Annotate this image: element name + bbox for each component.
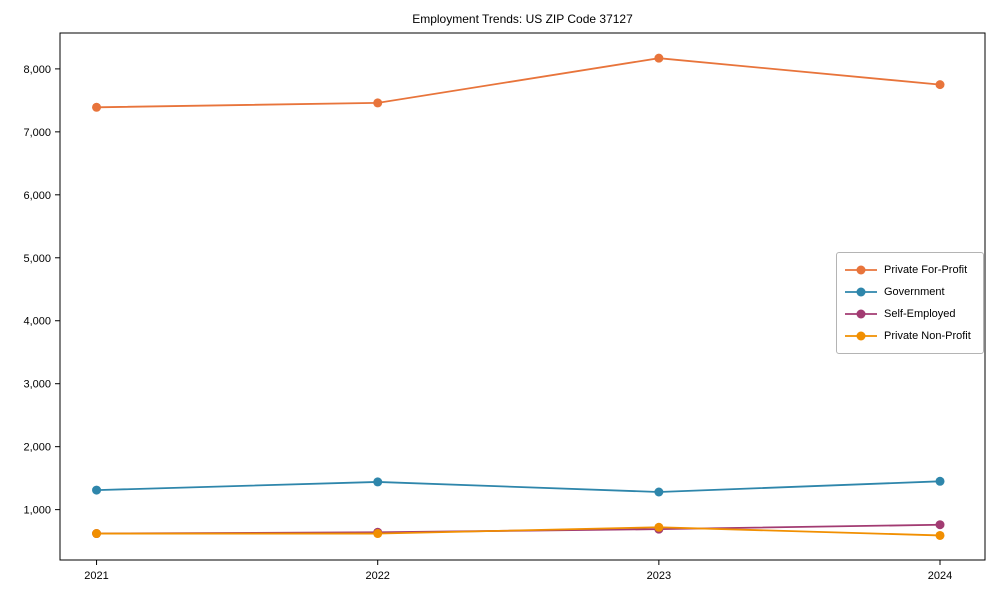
x-axis-tick-label: 2021 — [84, 570, 108, 582]
data-point-marker — [654, 487, 664, 497]
legend-item-self-employed: Self-Employed — [845, 303, 975, 325]
y-axis-tick-label: 7,000 — [23, 127, 51, 139]
data-point-marker — [373, 98, 383, 108]
y-axis-tick-label: 2,000 — [23, 442, 51, 454]
data-point-marker — [92, 485, 102, 495]
x-axis-tick-label: 2023 — [647, 570, 671, 582]
data-point-marker — [654, 53, 664, 63]
series-line-government — [96, 480, 941, 493]
legend-label: Private For-Profit — [884, 264, 968, 276]
legend-marker-icon — [845, 331, 877, 341]
data-point-marker — [654, 522, 664, 532]
chart-title: Employment Trends: US ZIP Code 37127 — [412, 12, 633, 26]
y-axis-tick-label: 3,000 — [23, 379, 51, 391]
series-line-private-non-profit — [96, 526, 941, 537]
data-point-marker — [373, 477, 383, 487]
y-axis-tick-label: 1,000 — [23, 505, 51, 517]
data-point-marker — [935, 476, 945, 486]
legend-label: Private Non-Profit — [884, 330, 971, 342]
data-point-marker — [92, 529, 102, 539]
series-line-private-for-profit — [96, 57, 941, 109]
x-axis-tick-label: 2024 — [928, 570, 952, 582]
data-point-marker — [373, 529, 383, 539]
y-axis-tick-label: 6,000 — [23, 190, 51, 202]
legend-label: Government — [884, 286, 945, 298]
legend-item-government: Government — [845, 281, 975, 303]
y-axis-tick-label: 4,000 — [23, 316, 51, 328]
data-point-marker — [935, 520, 945, 530]
legend-item-private-for-profit: Private For-Profit — [845, 259, 975, 281]
legend-marker-icon — [845, 265, 877, 275]
y-axis-tick-label: 5,000 — [23, 253, 51, 265]
data-point-marker — [935, 80, 945, 90]
legend-marker-icon — [845, 287, 877, 297]
legend-item-private-non-profit: Private Non-Profit — [845, 325, 975, 347]
legend-marker-icon — [845, 309, 877, 319]
plot-frame — [59, 32, 986, 561]
data-point-marker — [935, 530, 945, 540]
y-axis-tick-label: 8,000 — [23, 64, 51, 76]
data-point-marker — [92, 102, 102, 112]
x-axis-tick-label: 2022 — [365, 570, 389, 582]
chart-legend: Private For-Profit Government Self-Employe… — [836, 252, 984, 354]
legend-label: Self-Employed — [884, 308, 956, 320]
